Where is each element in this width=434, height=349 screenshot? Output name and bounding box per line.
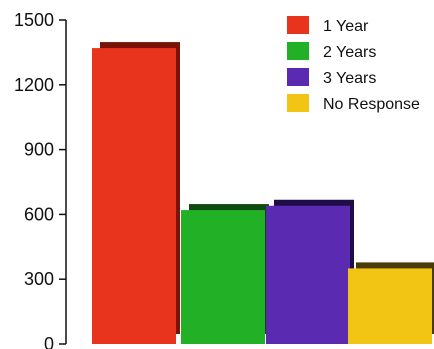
legend-swatch <box>287 94 309 112</box>
legend-swatch <box>287 68 309 86</box>
legend-label: 3 Years <box>323 70 376 87</box>
y-tick-label: 900 <box>24 140 54 160</box>
bar-3-years <box>266 205 350 344</box>
legend-label: No Response <box>323 96 420 113</box>
bar-2-years <box>181 210 265 344</box>
legend: 1 Year 2 Years 3 Years No Response <box>287 16 420 113</box>
y-tick-label: 0 <box>44 334 54 349</box>
y-axis: 1500 1200 900 600 300 0 <box>14 10 67 349</box>
legend-label: 1 Year <box>323 18 369 35</box>
bars <box>92 42 434 345</box>
legend-label: 2 Years <box>323 44 376 61</box>
bar-1-year <box>92 48 176 345</box>
y-tick-label: 1500 <box>14 10 54 30</box>
legend-swatch <box>287 16 309 34</box>
y-tick-label: 600 <box>24 204 54 224</box>
y-tick-label: 1200 <box>14 75 54 95</box>
y-tick-label: 300 <box>24 269 54 289</box>
bar-no-response <box>348 268 432 344</box>
legend-swatch <box>287 42 309 60</box>
